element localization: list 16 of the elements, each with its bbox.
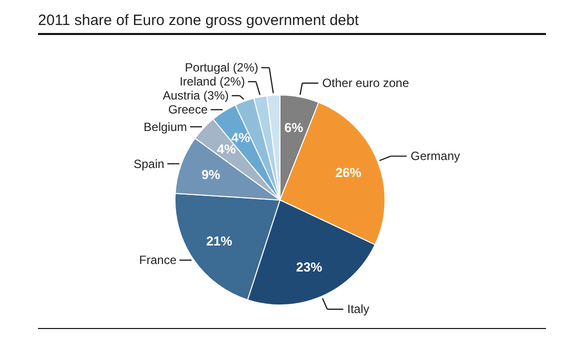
data-label: 23% <box>296 259 323 274</box>
slice-label: Germany <box>410 149 460 164</box>
slice-label: Italy <box>347 302 370 316</box>
slice-label: Spain <box>134 156 164 171</box>
slice-label: Greece <box>168 102 208 117</box>
data-label: 6% <box>284 120 304 135</box>
slice-label: Belgium <box>144 120 187 134</box>
slice-label: Austria (3%) <box>162 88 229 103</box>
slice-label: Other euro zone <box>322 76 410 90</box>
data-label: 21% <box>206 233 233 248</box>
data-label: 26% <box>335 164 362 180</box>
data-label: 9% <box>201 167 221 182</box>
slice-label: Portugal (2%) <box>184 60 258 75</box>
slice-label: France <box>139 253 177 268</box>
chart-title: 2011 share of Euro zone gross government debt <box>38 12 546 35</box>
slice-label: Ireland (2%) <box>180 74 245 89</box>
